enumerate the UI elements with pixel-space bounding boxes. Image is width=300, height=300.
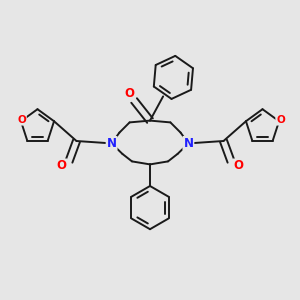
Text: O: O — [17, 115, 26, 125]
Text: O: O — [56, 159, 67, 172]
Text: O: O — [276, 115, 285, 125]
Text: N: N — [106, 137, 117, 150]
Text: N: N — [183, 137, 194, 150]
Text: O: O — [233, 159, 244, 172]
Text: O: O — [124, 87, 135, 101]
